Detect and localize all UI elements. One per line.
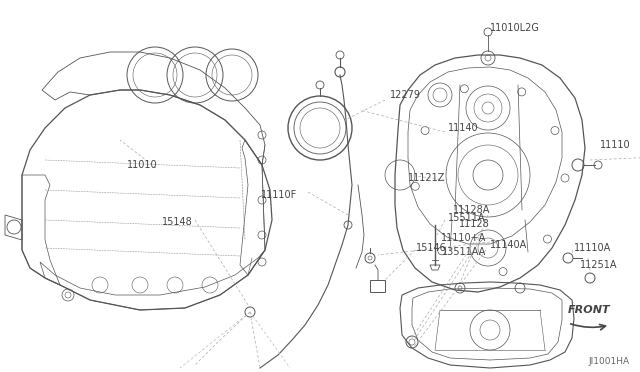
Text: 12279: 12279 — [390, 90, 421, 100]
Text: 15511A: 15511A — [448, 213, 486, 223]
Text: 11110A: 11110A — [574, 243, 611, 253]
Text: 15146: 15146 — [416, 243, 447, 253]
Text: 13511AA: 13511AA — [442, 247, 486, 257]
Text: 11140A: 11140A — [490, 240, 527, 250]
Text: 11128A: 11128A — [452, 205, 490, 215]
Text: FRONT: FRONT — [568, 305, 611, 315]
Text: 11110+A: 11110+A — [441, 233, 486, 243]
Text: 11121Z: 11121Z — [408, 173, 445, 183]
Text: 11010: 11010 — [127, 160, 158, 170]
Text: 11110F: 11110F — [260, 190, 297, 200]
Text: 11128: 11128 — [460, 219, 490, 229]
Text: 11110: 11110 — [600, 140, 630, 150]
Text: 11140: 11140 — [448, 123, 479, 133]
Text: 11251A: 11251A — [580, 260, 618, 270]
Text: JI1001HA: JI1001HA — [589, 357, 630, 366]
Text: 11010L2G: 11010L2G — [490, 23, 540, 33]
Text: 15148: 15148 — [163, 217, 193, 227]
